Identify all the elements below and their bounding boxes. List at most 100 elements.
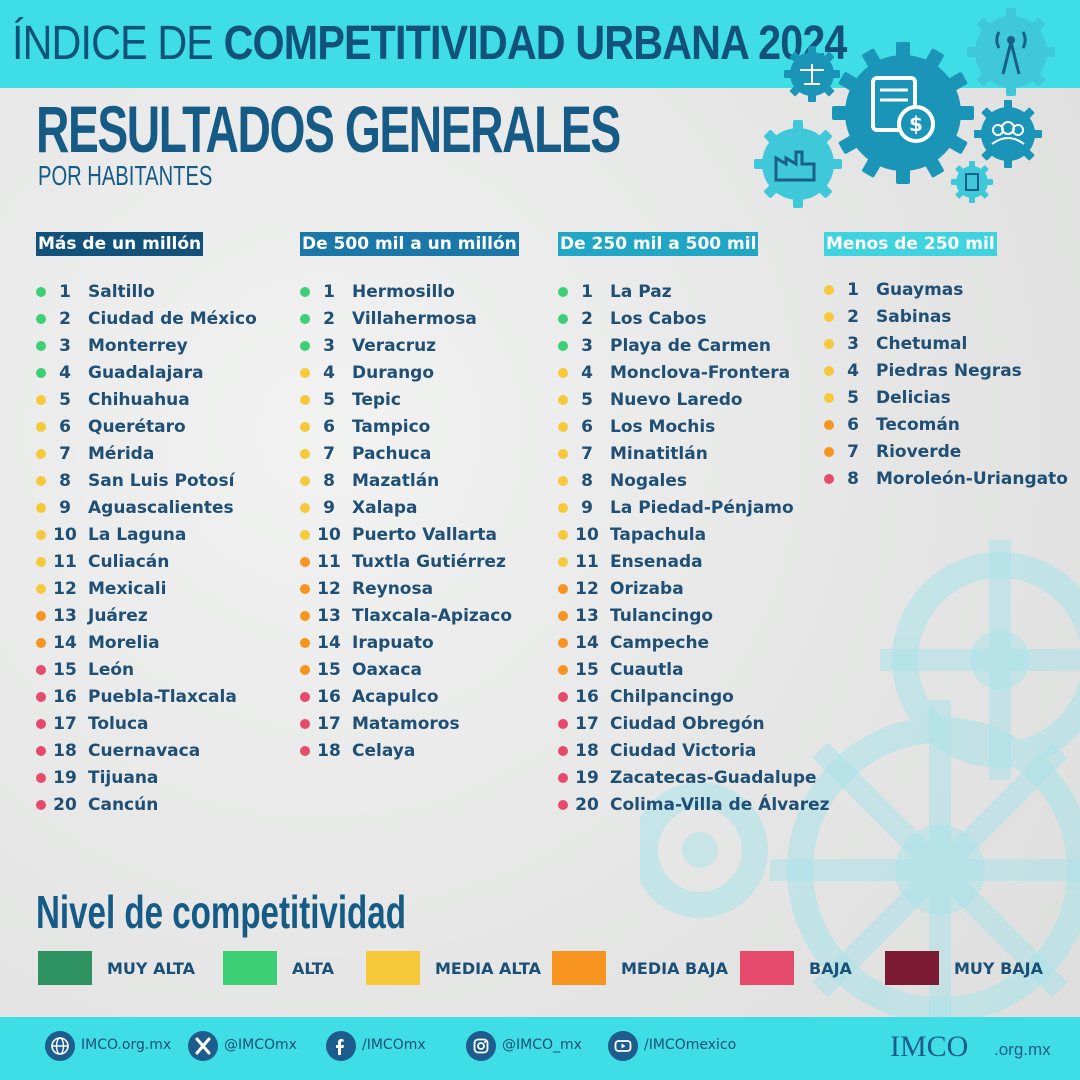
instagram-icon (466, 1031, 496, 1061)
city-rank: 10 (53, 525, 77, 545)
youtube-icon (608, 1031, 638, 1061)
city-rank: 7 (59, 444, 71, 464)
city-rank: 4 (847, 361, 859, 381)
city-name: Ciudad de México (88, 309, 257, 329)
level-dot-icon (558, 746, 568, 756)
section-subtitle: POR HABITANTES (38, 160, 213, 191)
city-name: Chihuahua (88, 390, 190, 410)
city-rank: 6 (581, 417, 593, 437)
city-rank: 10 (575, 525, 599, 545)
level-dot-icon (824, 393, 834, 403)
level-dot-icon (300, 665, 310, 675)
city-rank: 18 (575, 741, 599, 761)
level-dot-icon (824, 312, 834, 322)
city-rank: 14 (53, 633, 77, 653)
city-rank: 6 (59, 417, 71, 437)
city-rank: 2 (59, 309, 71, 329)
city-name: Campeche (610, 633, 710, 653)
city-name: Aguascalientes (88, 498, 234, 518)
city-name: Los Cabos (610, 309, 707, 329)
footer-bar (0, 1017, 1080, 1080)
city-name: Tulancingo (610, 606, 714, 626)
city-name: Tuxtla Gutiérrez (352, 552, 506, 572)
city-name: Rioverde (876, 442, 962, 462)
level-dot-icon (558, 638, 568, 648)
city-rank: 11 (53, 552, 77, 572)
legend-label: ALTA (292, 959, 334, 978)
level-dot-icon (558, 692, 568, 702)
title-bold: COMPETITIVIDAD URBANA 2024 (223, 17, 848, 70)
level-dot-icon (558, 800, 568, 810)
factory-gear-icon (752, 118, 844, 210)
legend-swatch (552, 951, 606, 985)
city-rank: 19 (53, 768, 77, 788)
level-dot-icon (558, 287, 568, 297)
legend-swatch (885, 951, 939, 985)
x-icon (188, 1031, 218, 1061)
level-dot-icon (36, 611, 46, 621)
city-rank: 7 (847, 442, 859, 462)
footer-link-text: @IMCO_mx (502, 1037, 582, 1053)
background-gears-icon (640, 540, 1080, 1017)
column-mas-de-un-millon: Más de un millón 1 Saltillo 2 Ciudad de Méx… (36, 232, 257, 815)
city-name: Irapuato (352, 633, 434, 653)
city-rank: 12 (53, 579, 77, 599)
section-title: RESULTADOS GENERALES (36, 92, 621, 166)
city-name: Monterrey (88, 336, 188, 356)
city-rank: 1 (581, 282, 593, 302)
level-dot-icon (824, 447, 834, 457)
city-rank: 8 (581, 471, 593, 491)
city-name: Celaya (352, 741, 416, 761)
city-rank: 11 (575, 552, 599, 572)
level-dot-icon (558, 503, 568, 513)
city-rank: 13 (317, 606, 341, 626)
city-rank: 13 (575, 606, 599, 626)
level-dot-icon (558, 476, 568, 486)
city-name: Mérida (88, 444, 155, 464)
logo-text: IMCO (890, 1030, 969, 1063)
city-name: Los Mochis (610, 417, 716, 437)
city-name: San Luis Potosí (88, 471, 235, 491)
title-thin: ÍNDICE DE (12, 17, 214, 70)
globe-icon (45, 1031, 75, 1061)
level-dot-icon (36, 530, 46, 540)
city-name: Tampico (352, 417, 431, 437)
level-dot-icon (300, 449, 310, 459)
legend-swatch (223, 951, 277, 985)
city-name: Monclova-Frontera (610, 363, 791, 383)
city-name: Ciudad Obregón (610, 714, 765, 734)
column-250-mil-a-500-mil: De 250 mil a 500 mil 1 La Paz 2 Los Cabos 3 P… (558, 232, 830, 815)
level-dot-icon (300, 395, 310, 405)
city-name: Saltillo (88, 282, 155, 302)
column-header: Menos de 250 mil (824, 232, 997, 256)
column-500-mil-a-un-millon: De 500 mil a un millón 1 Hermosillo 2 Villa… (300, 232, 519, 761)
level-dot-icon (300, 422, 310, 432)
city-name: Durango (352, 363, 435, 383)
city-rank: 16 (53, 687, 77, 707)
level-dot-icon (558, 422, 568, 432)
city-rank: 2 (323, 309, 335, 329)
city-rank: 15 (575, 660, 599, 680)
level-dot-icon (36, 800, 46, 810)
city-name: Querétaro (88, 417, 186, 437)
city-name: Orizaba (610, 579, 684, 599)
city-rank: 2 (847, 307, 859, 327)
level-dot-icon (36, 503, 46, 513)
level-dot-icon (36, 638, 46, 648)
legend-label: MEDIA ALTA (435, 959, 542, 978)
city-rank: 16 (317, 687, 341, 707)
city-name: Oaxaca (352, 660, 422, 680)
city-rank: 8 (323, 471, 335, 491)
city-rank: 1 (59, 282, 71, 302)
footer-link-text: IMCO.org.mx (81, 1037, 172, 1053)
city-rank: 12 (575, 579, 599, 599)
city-name: La Piedad-Pénjamo (610, 498, 794, 518)
city-rank: 7 (581, 444, 593, 464)
level-dot-icon (36, 314, 46, 324)
legend-label: BAJA (809, 959, 852, 978)
city-name: Veracruz (352, 336, 437, 356)
city-name: Cuernavaca (88, 741, 201, 761)
level-dot-icon (300, 476, 310, 486)
city-name: Ciudad Victoria (610, 741, 757, 761)
level-dot-icon (36, 719, 46, 729)
